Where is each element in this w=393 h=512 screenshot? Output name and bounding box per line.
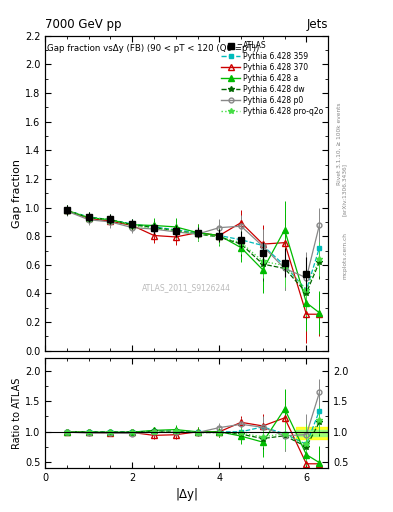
Y-axis label: Gap fraction: Gap fraction <box>12 159 22 228</box>
Text: [arXiv:1306.3436]: [arXiv:1306.3436] <box>342 163 347 216</box>
Text: Jets: Jets <box>307 18 328 31</box>
Legend: ATLAS, Pythia 6.428 359, Pythia 6.428 370, Pythia 6.428 a, Pythia 6.428 dw, Pyth: ATLAS, Pythia 6.428 359, Pythia 6.428 37… <box>220 39 324 117</box>
Y-axis label: Ratio to ATLAS: Ratio to ATLAS <box>12 378 22 449</box>
Text: ATLAS_2011_S9126244: ATLAS_2011_S9126244 <box>142 283 231 292</box>
Text: 7000 GeV pp: 7000 GeV pp <box>45 18 122 31</box>
X-axis label: |$\Delta$y|: |$\Delta$y| <box>175 486 198 503</box>
Text: Rivet 3.1.10, ≥ 100k events: Rivet 3.1.10, ≥ 100k events <box>336 102 341 185</box>
Text: Gap fraction vsΔy (FB) (90 < pT < 120 (Q0 =̅pT)): Gap fraction vsΔy (FB) (90 < pT < 120 (Q… <box>47 44 259 53</box>
Text: mcplots.cern.ch: mcplots.cern.ch <box>342 232 347 280</box>
